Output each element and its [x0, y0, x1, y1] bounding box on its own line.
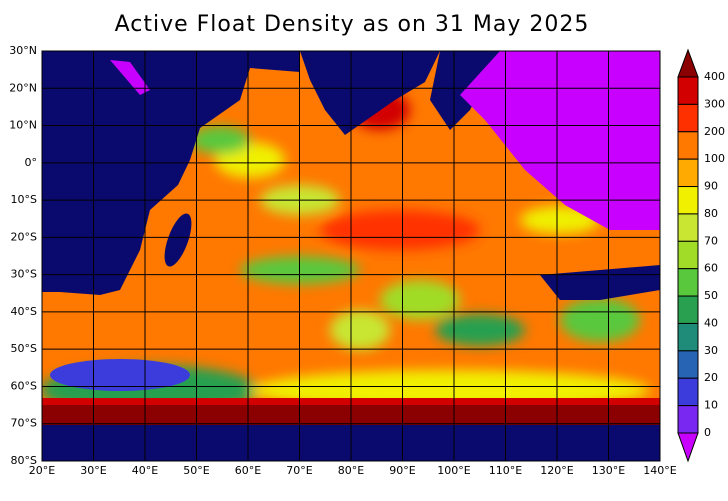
colorbar-box [677, 295, 699, 324]
lat-label: 30°N [9, 44, 37, 57]
lon-label: 50°E [183, 464, 209, 477]
lon-label: 30°E [80, 464, 106, 477]
title: Active Float Density as on 31 May 2025 [115, 12, 590, 37]
colorbar-label: 80 [704, 207, 718, 220]
colorbar-box [677, 322, 699, 352]
colorbar-box [677, 377, 699, 407]
lat-label: 50°S [11, 342, 37, 355]
lat-label: 80°S [11, 454, 37, 467]
map-frame [41, 50, 661, 462]
lon-label: 130°E [592, 464, 625, 477]
colorbar-label: 20 [704, 371, 718, 384]
lat-label: 60°S [11, 379, 37, 392]
lat-label: 10°S [11, 193, 37, 206]
lat-label: 20°N [9, 81, 37, 94]
colorbar-label: 400 [704, 70, 725, 83]
colorbar-label: 100 [704, 152, 725, 165]
colorbar-box [677, 350, 699, 379]
lat-label: 70°S [11, 417, 37, 430]
colorbar-box [677, 158, 699, 188]
colorbar-label: 300 [704, 97, 725, 110]
lon-label: 140°E [643, 464, 676, 477]
colorbar-label: 200 [704, 125, 725, 138]
colorbar-label: 90 [704, 180, 718, 193]
lat-label: 0° [25, 156, 38, 169]
lat-label: 30°S [11, 268, 37, 281]
lon-label: 90°E [389, 464, 415, 477]
colorbar-box [677, 76, 699, 105]
lon-label: 80°E [338, 464, 364, 477]
lon-label: 70°E [286, 464, 312, 477]
colorbar-box [677, 240, 699, 270]
density-map [42, 51, 660, 461]
colorbar-box [677, 405, 699, 434]
lon-label: 40°E [132, 464, 158, 477]
colorbar-box [677, 103, 699, 133]
lon-label: 20°E [29, 464, 55, 477]
lat-label: 20°S [11, 230, 37, 243]
lon-label: 110°E [489, 464, 522, 477]
colorbar-arrow-top [677, 48, 699, 78]
axis-labels: 30°N 20°N 10°N 0° 10°S 20°S 30°S 40°S 50°S 60°S 70… [9, 44, 677, 477]
colorbar-label: 60 [704, 262, 718, 275]
colorbar-label: 0 [704, 426, 711, 439]
colorbar-arrow-bottom [677, 432, 699, 463]
colorbar-label: 50 [704, 289, 718, 302]
colorbar-box [677, 131, 699, 160]
lon-label: 120°E [540, 464, 573, 477]
colorbar-box [677, 268, 699, 297]
colorbar-box [677, 186, 699, 215]
lat-label: 40°S [11, 305, 37, 318]
colorbar-label: 70 [704, 234, 718, 247]
colorbar-label: 10 [704, 399, 718, 412]
lon-label: 60°E [235, 464, 261, 477]
lon-label: 100°E [437, 464, 470, 477]
lat-label: 10°N [9, 119, 37, 132]
colorbar-label: 40 [704, 316, 718, 329]
colorbar-box [677, 213, 699, 242]
colorbar-label: 30 [704, 344, 718, 357]
